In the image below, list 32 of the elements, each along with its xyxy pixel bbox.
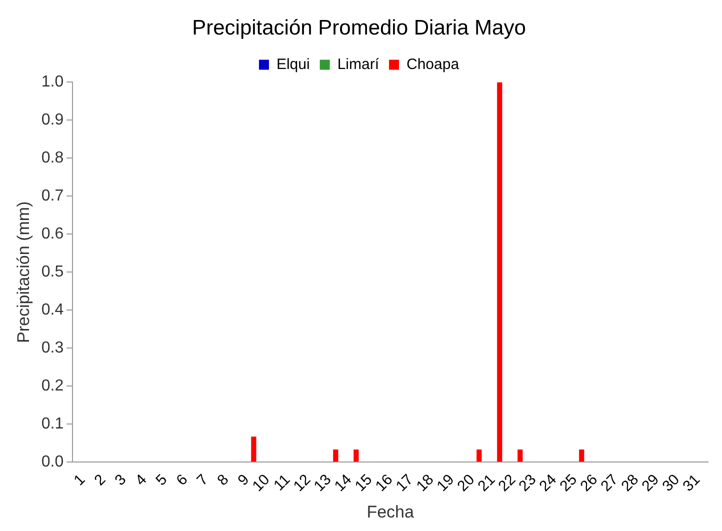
x-tick-label: 3 <box>112 471 130 490</box>
y-tick-label: 0.7 <box>41 188 64 205</box>
bar <box>333 450 338 462</box>
x-tick-label: 2 <box>91 471 110 490</box>
y-tick-label: 0.1 <box>41 415 64 432</box>
y-tick-label: 1.0 <box>41 74 64 91</box>
chart-title: Precipitación Promedio Diaria Mayo <box>192 16 526 40</box>
y-tick-label: 0.9 <box>41 112 64 129</box>
bar <box>497 82 502 462</box>
x-tick-label: 6 <box>173 471 192 490</box>
y-tick-label: 0.4 <box>41 302 64 319</box>
x-tick-label: 5 <box>152 471 171 490</box>
bar <box>251 436 256 462</box>
y-tick-label: 0.0 <box>41 453 64 470</box>
y-tick-label: 0.8 <box>41 150 64 167</box>
bar <box>476 450 482 462</box>
y-tick-label: 0.2 <box>41 378 64 395</box>
y-tick-label: 0.5 <box>41 264 64 281</box>
y-tick-label: 0.6 <box>41 226 64 243</box>
y-tick-label: 0.3 <box>41 340 64 357</box>
bar <box>579 450 584 462</box>
x-tick-label: 8 <box>214 471 232 490</box>
x-tick-label: 7 <box>194 471 212 490</box>
legend-label: Limarí <box>337 56 380 73</box>
bar <box>354 450 359 462</box>
x-axis-title: Fecha <box>366 502 414 522</box>
x-tick-label: 1 <box>70 471 89 490</box>
legend-label: Elqui <box>276 56 310 73</box>
legend-label: Choapa <box>406 56 460 73</box>
y-axis-title: Precipitación (mm) <box>14 201 33 343</box>
x-tick-label: 4 <box>132 471 150 490</box>
bar <box>518 450 523 462</box>
